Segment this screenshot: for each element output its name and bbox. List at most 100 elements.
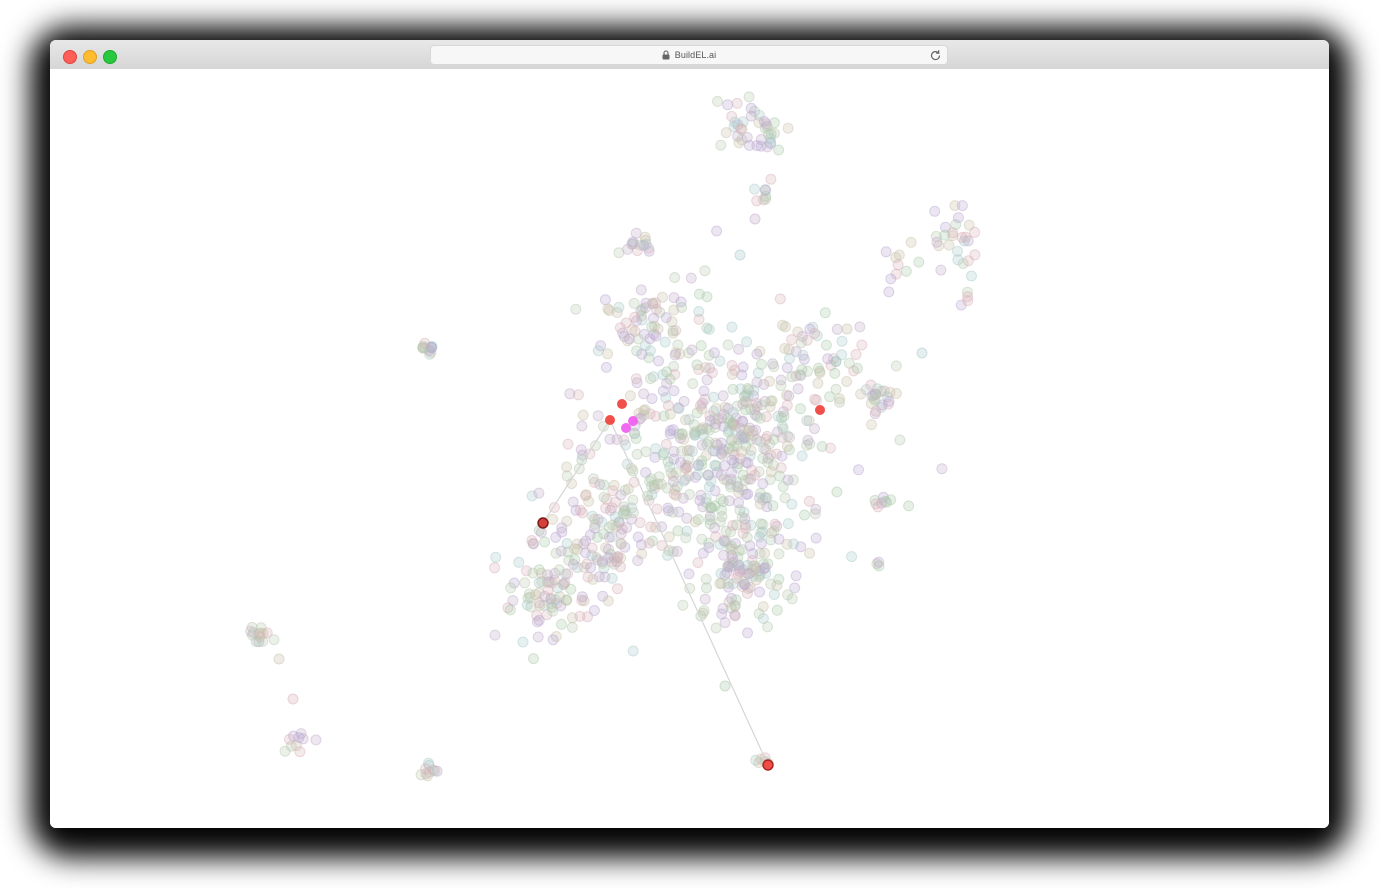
- graph-node[interactable]: [587, 573, 599, 585]
- graph-node[interactable]: [753, 109, 765, 121]
- graph-node[interactable]: [726, 543, 738, 555]
- graph-node[interactable]: [803, 415, 815, 427]
- graph-node[interactable]: [629, 427, 641, 439]
- graph-node[interactable]: [781, 399, 793, 411]
- graph-node[interactable]: [700, 492, 712, 504]
- graph-node[interactable]: [587, 510, 598, 522]
- graph-node[interactable]: [786, 593, 798, 605]
- graph-node[interactable]: [746, 555, 758, 567]
- graph-node[interactable]: [761, 430, 773, 442]
- graph-node[interactable]: [783, 390, 795, 402]
- graph-node[interactable]: [719, 401, 731, 413]
- graph-node[interactable]: [754, 569, 766, 580]
- graph-node[interactable]: [729, 609, 741, 621]
- graph-node[interactable]: [648, 312, 659, 324]
- graph-node[interactable]: [640, 297, 652, 309]
- graph-node[interactable]: [570, 303, 582, 315]
- graph-node[interactable]: [613, 247, 625, 259]
- graph-node[interactable]: [731, 440, 743, 452]
- graph-node[interactable]: [722, 560, 734, 572]
- graph-node[interactable]: [596, 516, 608, 528]
- graph-node[interactable]: [736, 511, 748, 523]
- graph-node[interactable]: [834, 393, 846, 405]
- graph-node[interactable]: [550, 594, 562, 606]
- graph-node[interactable]: [507, 595, 519, 607]
- graph-node[interactable]: [673, 403, 685, 415]
- graph-node[interactable]: [958, 235, 970, 247]
- graph-node[interactable]: [593, 571, 605, 583]
- graph-node[interactable]: [578, 538, 590, 550]
- graph-node[interactable]: [680, 463, 692, 474]
- graph-node[interactable]: [426, 342, 437, 354]
- graph-node[interactable]: [678, 395, 690, 407]
- graph-node[interactable]: [288, 730, 299, 742]
- graph-node[interactable]: [759, 122, 771, 134]
- graph-node[interactable]: [966, 270, 977, 282]
- graph-node[interactable]: [626, 324, 638, 336]
- graph-node[interactable]: [740, 440, 752, 452]
- graph-node[interactable]: [766, 395, 778, 407]
- graph-node[interactable]: [871, 383, 883, 395]
- graph-node[interactable]: [781, 538, 793, 550]
- graph-node[interactable]: [622, 483, 634, 495]
- graph-node[interactable]: [734, 504, 746, 516]
- graph-node[interactable]: [558, 579, 570, 591]
- graph-node[interactable]: [743, 473, 754, 485]
- graph-node[interactable]: [743, 139, 755, 151]
- graph-node[interactable]: [745, 404, 757, 416]
- graph-node[interactable]: [741, 132, 753, 143]
- graph-node[interactable]: [693, 288, 705, 300]
- graph-node[interactable]: [711, 225, 723, 237]
- graph-node[interactable]: [708, 405, 720, 417]
- graph-node[interactable]: [709, 500, 721, 512]
- graph-node[interactable]: [701, 582, 712, 594]
- graph-node[interactable]: [784, 431, 795, 443]
- graph-node[interactable]: [644, 345, 656, 357]
- graph-node[interactable]: [760, 411, 772, 423]
- graph-node[interactable]: [703, 323, 715, 335]
- graph-node[interactable]: [667, 424, 679, 436]
- graph-node[interactable]: [521, 599, 533, 611]
- graph-node[interactable]: [830, 383, 842, 395]
- graph-node[interactable]: [756, 358, 767, 370]
- graph-node[interactable]: [668, 385, 680, 397]
- graph-node[interactable]: [643, 245, 655, 257]
- graph-node[interactable]: [782, 474, 794, 486]
- graph-node[interactable]: [725, 540, 737, 552]
- graph-node[interactable]: [739, 390, 750, 402]
- graph-node[interactable]: [962, 286, 973, 298]
- graph-node[interactable]: [636, 348, 648, 360]
- graph-node[interactable]: [700, 497, 712, 509]
- graph-node[interactable]: [768, 433, 780, 445]
- graph-node[interactable]: [684, 582, 696, 594]
- graph-node[interactable]: [737, 527, 749, 539]
- graph-node[interactable]: [754, 548, 766, 560]
- graph-node[interactable]: [620, 508, 632, 520]
- graph-node[interactable]: [533, 587, 545, 599]
- graph-node[interactable]: [856, 339, 868, 351]
- graph-node[interactable]: [607, 485, 619, 497]
- graph-node[interactable]: [284, 733, 295, 745]
- graph-node[interactable]: [505, 582, 517, 594]
- graph-node[interactable]: [273, 653, 285, 665]
- graph-node[interactable]: [757, 601, 769, 613]
- graph-node[interactable]: [962, 255, 974, 267]
- graph-node[interactable]: [640, 467, 652, 478]
- graph-node[interactable]: [423, 759, 435, 771]
- graph-node[interactable]: [671, 545, 683, 557]
- graph-node[interactable]: [773, 533, 785, 545]
- graph-node[interactable]: [745, 110, 757, 122]
- graph-node[interactable]: [429, 765, 441, 777]
- graph-node[interactable]: [602, 595, 614, 607]
- graph-node[interactable]: [881, 496, 892, 508]
- graph-node[interactable]: [695, 400, 706, 412]
- graph-node[interactable]: [721, 567, 733, 578]
- graph-node[interactable]: [647, 297, 659, 309]
- graph-node[interactable]: [731, 481, 743, 493]
- graph-node[interactable]: [722, 403, 734, 414]
- graph-node[interactable]: [710, 418, 722, 430]
- graph-node[interactable]: [736, 431, 748, 443]
- graph-node[interactable]: [759, 395, 771, 407]
- graph-node[interactable]: [960, 231, 972, 243]
- graph-node[interactable]: [626, 502, 638, 514]
